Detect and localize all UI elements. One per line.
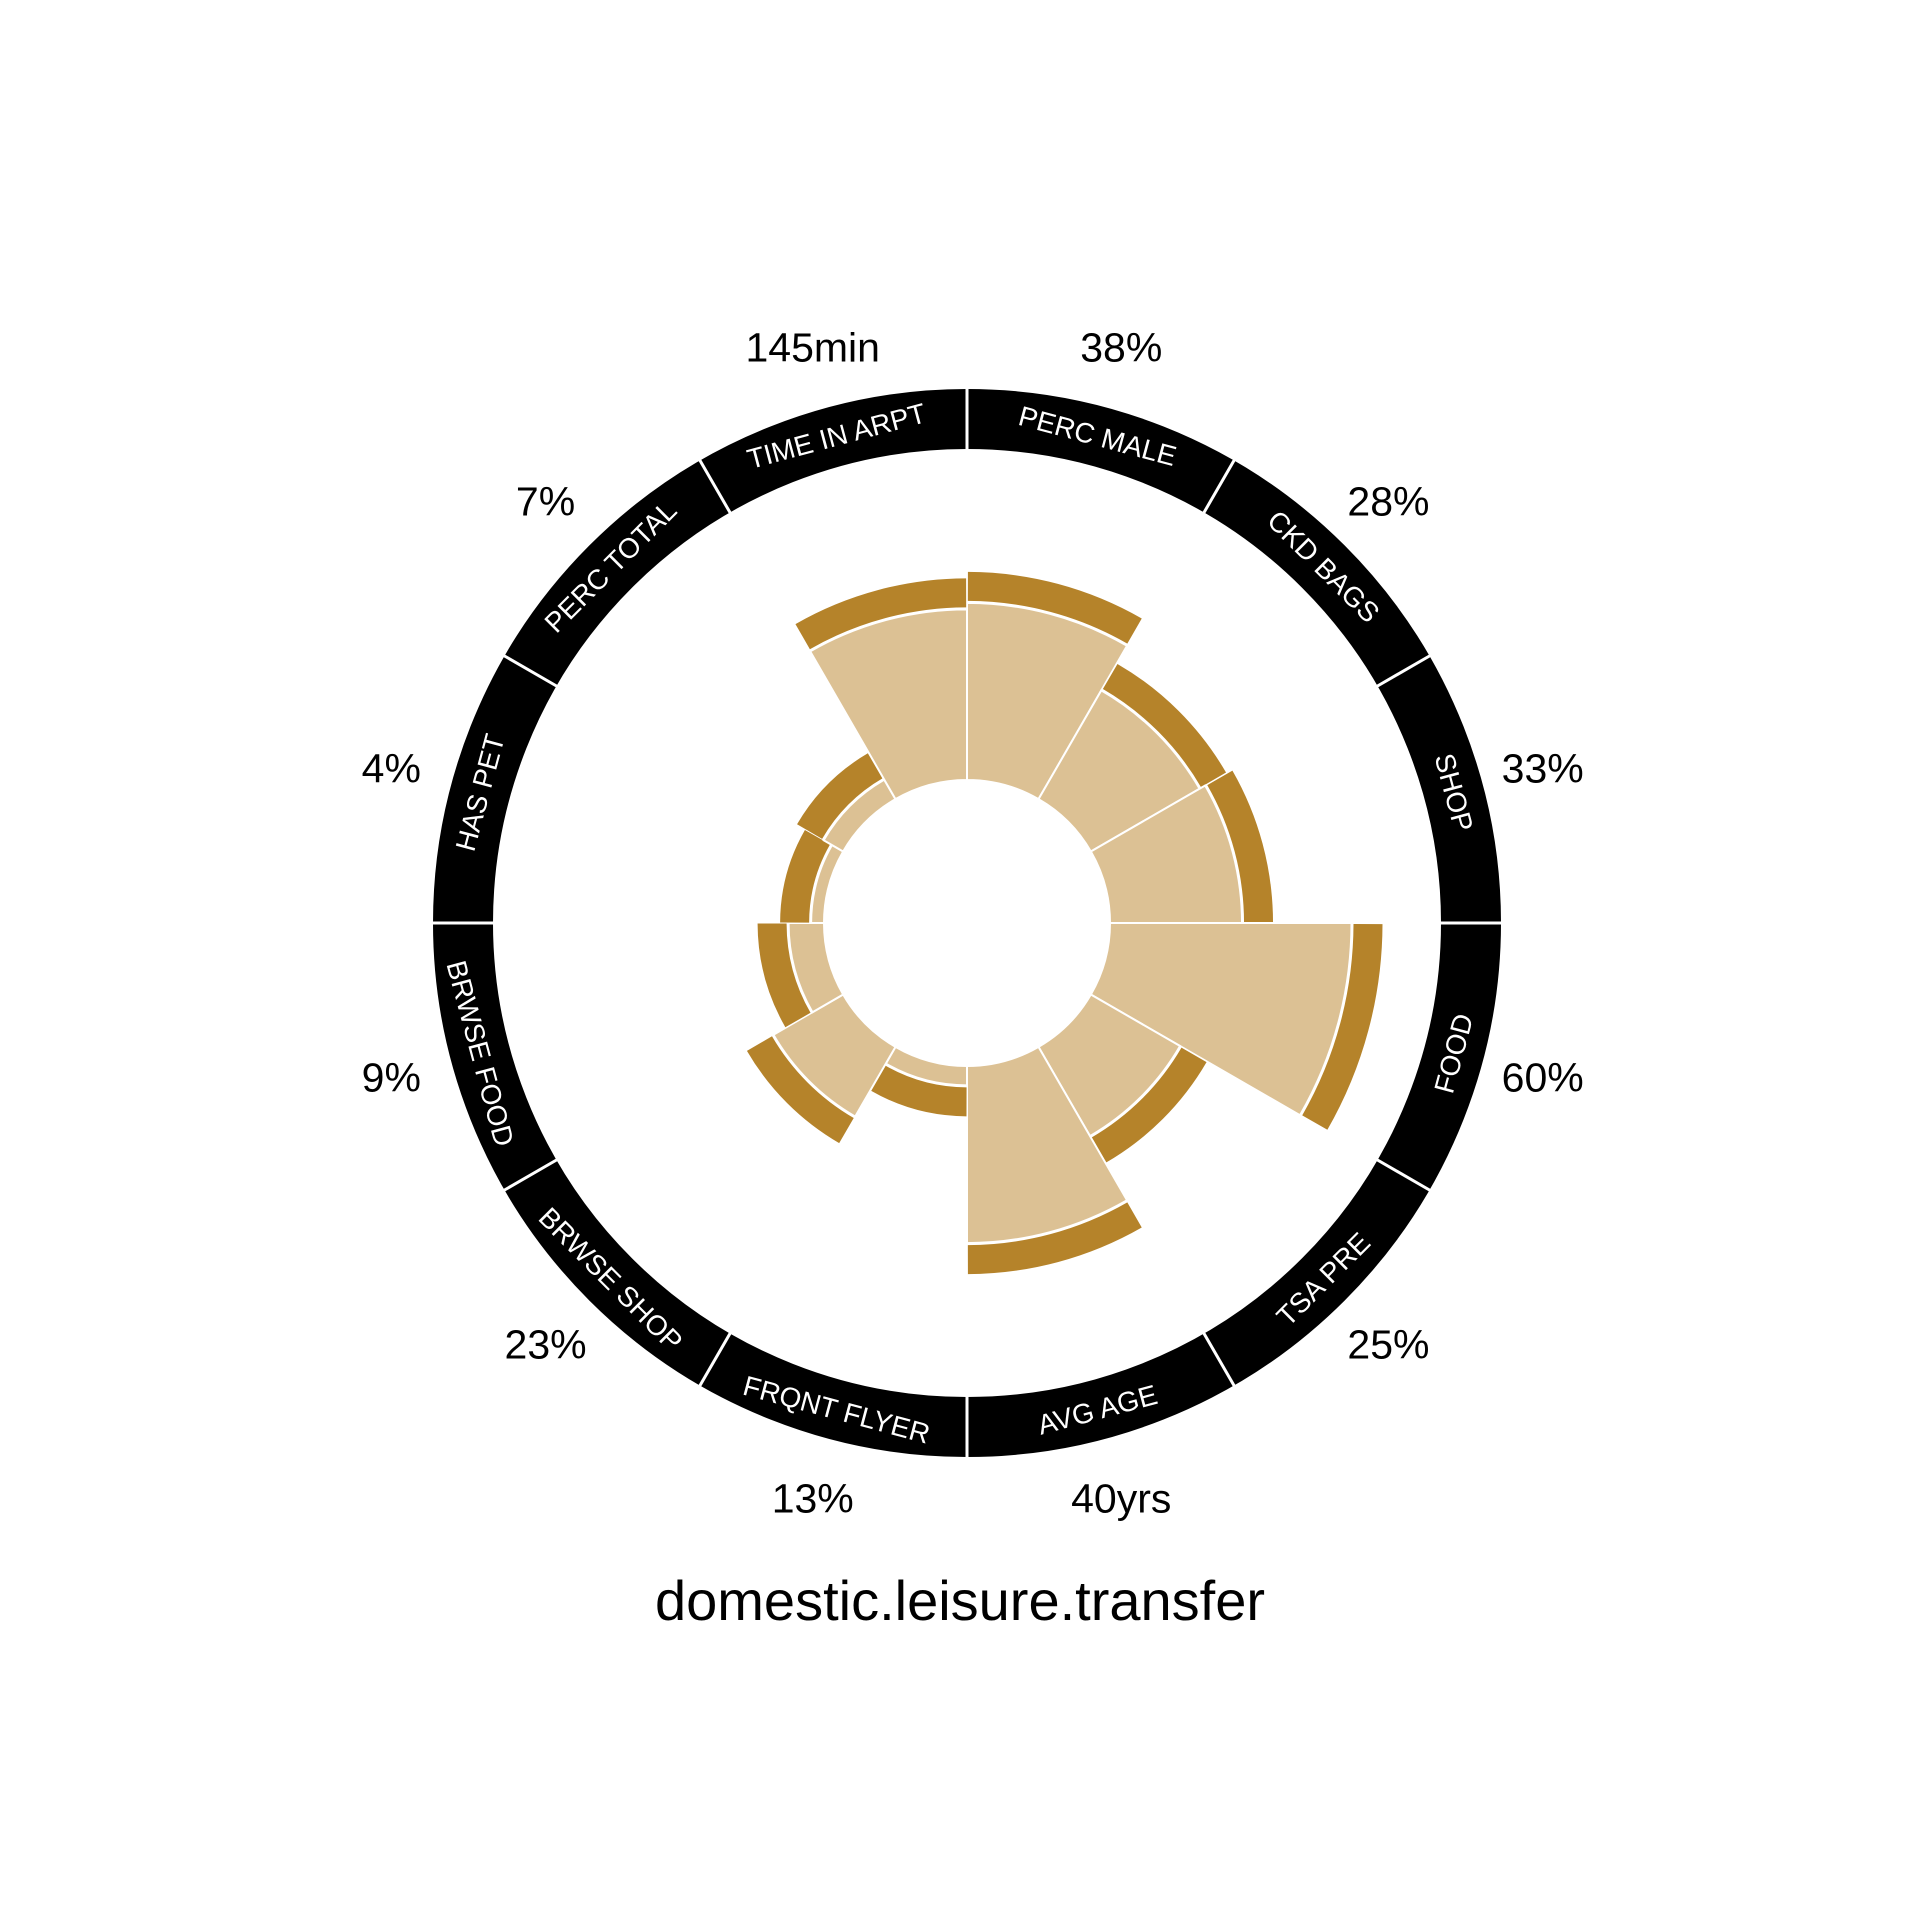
bar-fill-brwse-food: [787, 922, 845, 1014]
bar-cap-brwse-shop: [746, 1036, 854, 1144]
bar-cap-brwse-food: [757, 923, 811, 1028]
bar-cap-has-pet: [780, 829, 831, 923]
value-label-time-in-arpt: 145min: [745, 324, 879, 370]
value-label-brwse-food: 9%: [362, 1054, 421, 1100]
value-label-avg-age: 40yrs: [1071, 1476, 1171, 1522]
bar-cap-time-in-arpt: [795, 578, 967, 650]
ring-separator: [502, 654, 559, 688]
bar-cap-tsa-pre: [1091, 1047, 1207, 1163]
value-label-has-pet: 4%: [362, 746, 421, 792]
bar-cap-shop: [1207, 770, 1274, 923]
value-label-brwse-shop: 23%: [505, 1321, 587, 1367]
value-label-perc-male: 38%: [1080, 324, 1162, 370]
bar-fill-perc-male: [966, 601, 1129, 801]
value-label-shop: 33%: [1502, 746, 1584, 792]
chart-title: domestic.leisure.transfer: [655, 1569, 1265, 1632]
ring-separator: [502, 1158, 559, 1192]
ring-separator: [698, 1331, 732, 1388]
ring-separator: [1202, 458, 1236, 515]
bar-cap-perc-male: [967, 571, 1142, 644]
bar-fill-time-in-arpt: [808, 608, 968, 801]
value-label-ckd-bags: 28%: [1347, 479, 1429, 525]
value-label-frqnt-flyer: 13%: [772, 1476, 854, 1522]
bar-cap-frqnt-flyer: [870, 1065, 967, 1117]
bar-fill-food: [1089, 922, 1353, 1117]
ring-separator: [1202, 1331, 1236, 1388]
bars-layer: [746, 571, 1383, 1275]
bar-cap-perc-total: [797, 753, 883, 839]
bar-cap-food: [1302, 924, 1383, 1130]
ring-separator: [1375, 1158, 1432, 1192]
bar-cap-avg-age: [967, 1202, 1142, 1275]
ring-separator: [698, 458, 732, 515]
value-label-tsa-pre: 25%: [1347, 1321, 1429, 1367]
ring-separator: [1375, 654, 1432, 688]
bar-fill-brwse-shop: [772, 993, 897, 1118]
value-label-food: 60%: [1502, 1054, 1584, 1100]
value-labels: 38% 28% 33% 60% 25% 40yrs 13% 23% 9% 4% 7% 145min: [362, 324, 1584, 1521]
value-label-perc-total: 7%: [516, 479, 575, 525]
bar-fill-avg-age: [966, 1045, 1129, 1245]
bar-cap-ckd-bags: [1102, 663, 1227, 788]
